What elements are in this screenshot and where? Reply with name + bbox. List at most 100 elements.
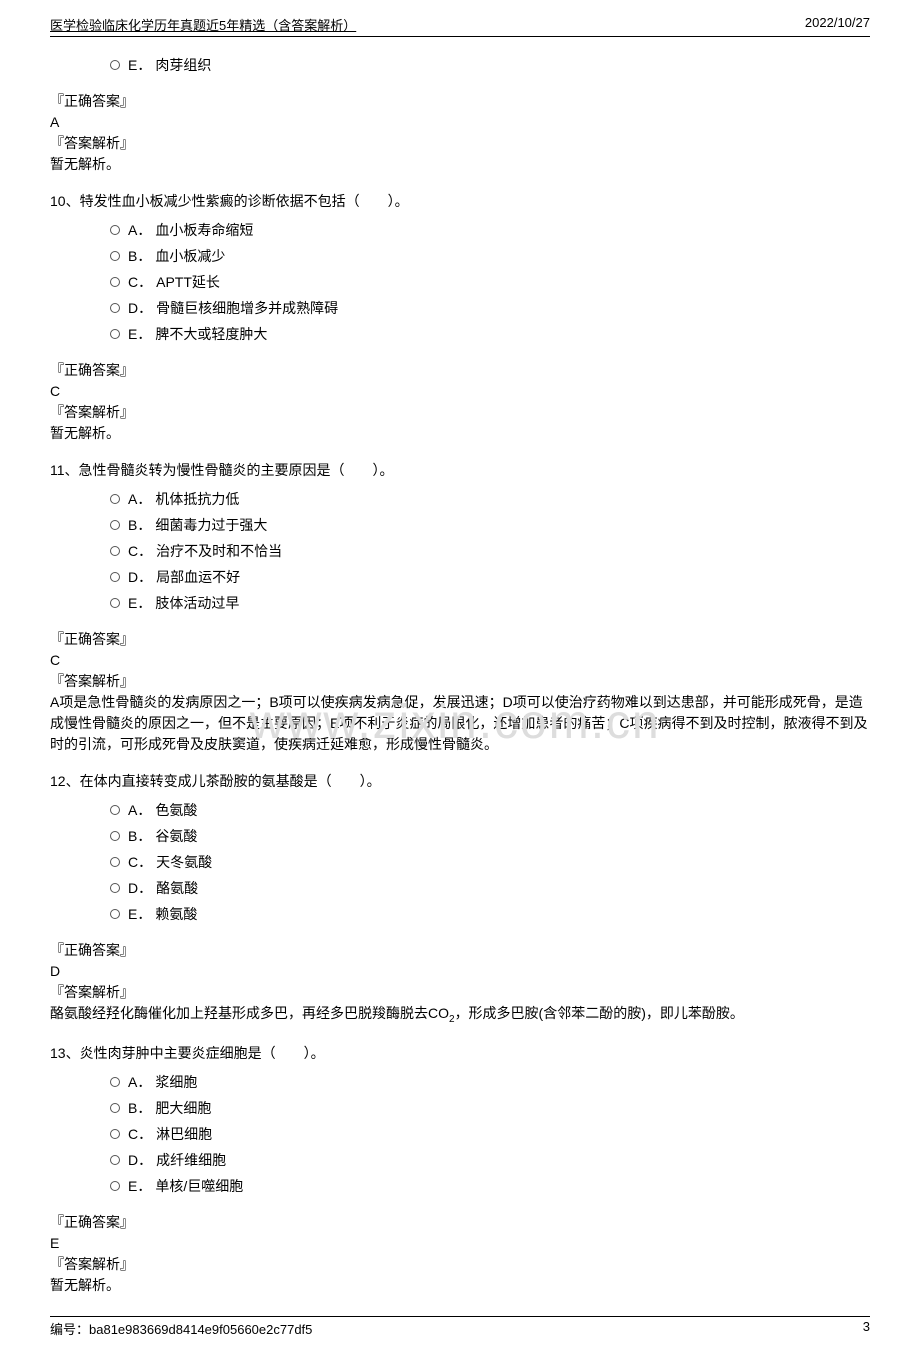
option-text: 脾不大或轻度肿大	[155, 324, 267, 344]
option-row[interactable]: C． 淋巴细胞	[110, 1124, 870, 1144]
radio-icon	[110, 572, 120, 582]
option-row[interactable]: C． APTT延长	[110, 272, 870, 292]
radio-icon	[110, 1155, 120, 1165]
option-text: 天冬氨酸	[156, 852, 212, 872]
option-row[interactable]: A． 机体抵抗力低	[110, 489, 870, 509]
option-letter: C．	[128, 852, 152, 872]
question-stem: 11、急性骨髓炎转为慢性骨髓炎的主要原因是（ ）。	[50, 460, 870, 481]
option-letter: A．	[128, 220, 151, 240]
option-letter: D．	[128, 1150, 152, 1170]
option-row[interactable]: B． 谷氨酸	[110, 826, 870, 846]
radio-icon	[110, 1181, 120, 1191]
answer-block: 『正确答案』 E 『答案解析』 暂无解析。	[50, 1212, 870, 1296]
radio-icon	[110, 225, 120, 235]
option-row[interactable]: B． 肥大细胞	[110, 1098, 870, 1118]
correct-answer-label: 『正确答案』	[50, 1212, 870, 1233]
analysis-text: 暂无解析。	[50, 425, 120, 441]
radio-icon	[110, 494, 120, 504]
radio-icon	[110, 831, 120, 841]
option-letter: A．	[128, 800, 151, 820]
option-row[interactable]: D． 骨髓巨核细胞增多并成熟障碍	[110, 298, 870, 318]
option-text: 细菌毒力过于强大	[155, 515, 267, 535]
radio-icon	[110, 546, 120, 556]
answer-block: 『正确答案』 C 『答案解析』 A项是急性骨髓炎的发病原因之一；B项可以使疾病发…	[50, 629, 870, 755]
footer-page: 3	[863, 1319, 870, 1338]
question-stem: 10、特发性血小板减少性紫癜的诊断依据不包括（ ）。	[50, 191, 870, 212]
option-letter: B．	[128, 1098, 151, 1118]
option-row[interactable]: A． 浆细胞	[110, 1072, 870, 1092]
option-row[interactable]: A． 色氨酸	[110, 800, 870, 820]
question-stem: 12、在体内直接转变成儿茶酚胺的氨基酸是（ ）。	[50, 771, 870, 792]
option-letter: E．	[128, 593, 151, 613]
option-letter: E．	[128, 324, 151, 344]
answer-block: 『正确答案』 C 『答案解析』 暂无解析。	[50, 360, 870, 444]
option-text: 局部血运不好	[156, 567, 240, 587]
radio-icon	[110, 598, 120, 608]
option-text: 肢体活动过早	[155, 593, 239, 613]
option-row[interactable]: D． 局部血运不好	[110, 567, 870, 587]
option-letter: A．	[128, 1072, 151, 1092]
option-text: 血小板寿命缩短	[155, 220, 253, 240]
option-text: 肉芽组织	[155, 55, 211, 75]
option-letter: C．	[128, 1124, 152, 1144]
analysis-label: 『答案解析』	[50, 1254, 870, 1275]
answer-block: 『正确答案』 D 『答案解析』 酪氨酸经羟化酶催化加上羟基形成多巴，再经多巴脱羧…	[50, 940, 870, 1027]
correct-answer-label: 『正确答案』	[50, 360, 870, 381]
analysis-text: A项是急性骨髓炎的发病原因之一；B项可以使疾病发病急促，发展迅速；D项可以使治疗…	[50, 694, 867, 752]
analysis-label: 『答案解析』	[50, 982, 870, 1003]
option-row[interactable]: C． 治疗不及时和不恰当	[110, 541, 870, 561]
option-letter: C．	[128, 272, 152, 292]
analysis-label: 『答案解析』	[50, 671, 870, 692]
correct-answer: E	[50, 1235, 59, 1251]
radio-icon	[110, 909, 120, 919]
option-text: 机体抵抗力低	[155, 489, 239, 509]
option-text: 单核/巨噬细胞	[155, 1176, 243, 1196]
option-text: 骨髓巨核细胞增多并成熟障碍	[156, 298, 338, 318]
option-letter: E．	[128, 1176, 151, 1196]
analysis-label: 『答案解析』	[50, 402, 870, 423]
page-header: 医学检验临床化学历年真题近5年精选（含答案解析） 2022/10/27	[50, 15, 870, 37]
correct-answer: A	[50, 114, 59, 130]
option-letter: B．	[128, 826, 151, 846]
footer-id: 编号：ba81e983669d8414e9f05660e2c77df5	[50, 1319, 312, 1338]
option-row[interactable]: D． 成纤维细胞	[110, 1150, 870, 1170]
option-row[interactable]: E． 单核/巨噬细胞	[110, 1176, 870, 1196]
option-text: 赖氨酸	[155, 904, 197, 924]
option-letter: B．	[128, 246, 151, 266]
correct-answer: C	[50, 383, 60, 399]
option-letter: D．	[128, 567, 152, 587]
option-row[interactable]: E． 肉芽组织	[110, 55, 870, 75]
option-letter: E．	[128, 904, 151, 924]
radio-icon	[110, 251, 120, 261]
option-row[interactable]: E． 赖氨酸	[110, 904, 870, 924]
radio-icon	[110, 520, 120, 530]
option-row[interactable]: B． 血小板减少	[110, 246, 870, 266]
option-row[interactable]: C． 天冬氨酸	[110, 852, 870, 872]
option-row[interactable]: A． 血小板寿命缩短	[110, 220, 870, 240]
header-date: 2022/10/27	[805, 15, 870, 34]
correct-answer-label: 『正确答案』	[50, 629, 870, 650]
radio-icon	[110, 883, 120, 893]
analysis-suffix: ，形成多巴胺(含邻苯二酚的胺)，即儿苯酚胺。	[455, 1005, 744, 1021]
option-text: 肥大细胞	[155, 1098, 211, 1118]
radio-icon	[110, 303, 120, 313]
radio-icon	[110, 277, 120, 287]
option-text: APTT延长	[156, 272, 220, 292]
radio-icon	[110, 805, 120, 815]
option-row[interactable]: E． 脾不大或轻度肿大	[110, 324, 870, 344]
option-letter: A．	[128, 489, 151, 509]
option-row[interactable]: B． 细菌毒力过于强大	[110, 515, 870, 535]
correct-answer-label: 『正确答案』	[50, 91, 870, 112]
option-text: 谷氨酸	[155, 826, 197, 846]
header-title: 医学检验临床化学历年真题近5年精选（含答案解析）	[50, 15, 356, 34]
option-row[interactable]: D． 酪氨酸	[110, 878, 870, 898]
option-text: 淋巴细胞	[156, 1124, 212, 1144]
option-letter: D．	[128, 878, 152, 898]
option-text: 血小板减少	[155, 246, 225, 266]
option-row[interactable]: E． 肢体活动过早	[110, 593, 870, 613]
radio-icon	[110, 1103, 120, 1113]
option-letter: D．	[128, 298, 152, 318]
radio-icon	[110, 329, 120, 339]
radio-icon	[110, 1129, 120, 1139]
analysis-prefix: 酪氨酸经羟化酶催化加上羟基形成多巴，再经多巴脱羧酶脱去CO	[50, 1005, 449, 1021]
